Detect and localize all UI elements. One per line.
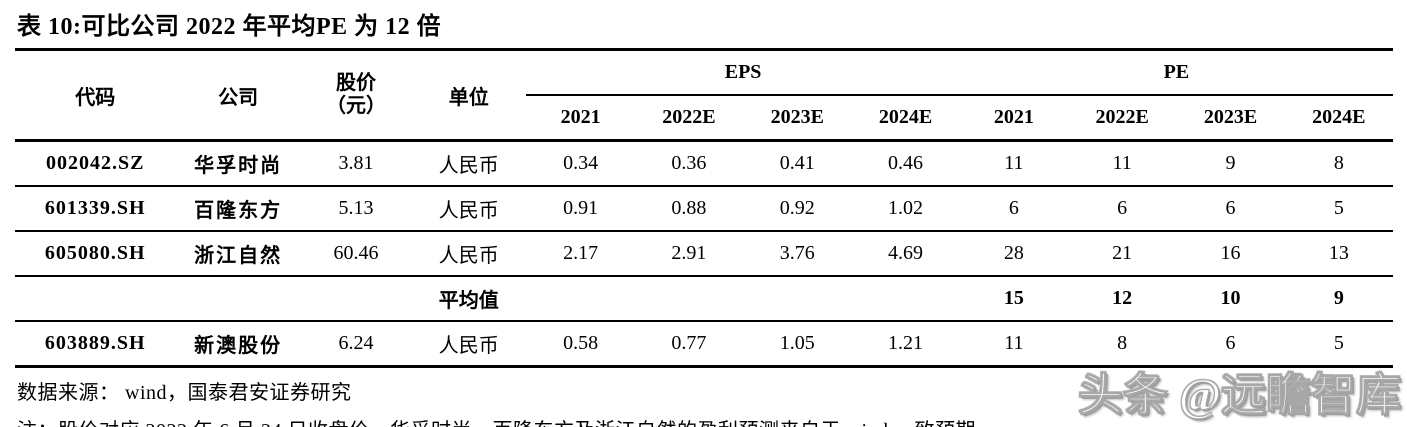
pe-2024e: 8 (1284, 140, 1393, 187)
eps-2021: 0.91 (526, 186, 635, 232)
currency-unit: 人民币 (411, 321, 527, 368)
eps-2023e (743, 276, 852, 322)
header-group-row: 代码 公司 股价 （元） 单位 EPS PE (15, 51, 1393, 142)
pe-year-2022e: 2022E (1068, 95, 1177, 142)
eps-year-2022e: 2022E (634, 95, 744, 142)
eps-2022e: 0.36 (634, 140, 744, 187)
average-label: 平均值 (411, 276, 527, 322)
pe-2023e: 6 (1176, 186, 1285, 232)
company-name (175, 276, 301, 322)
pe-average-2024e: 9 (1284, 276, 1393, 322)
col-header-code: 代码 (15, 51, 176, 142)
pe-2021: 11 (959, 140, 1069, 187)
table-row: 601339.SH 百隆东方 5.13 人民币 0.91 0.88 0.92 1… (15, 186, 1393, 232)
currency-unit: 人民币 (411, 186, 527, 232)
col-header-unit: 单位 (411, 51, 527, 142)
pe-year-2021: 2021 (959, 95, 1069, 142)
pe-2024e: 13 (1284, 231, 1393, 277)
stock-code: 601339.SH (15, 186, 176, 232)
eps-year-2023e: 2023E (743, 95, 852, 142)
company-name: 华孚时尚 (175, 140, 301, 187)
stock-price (300, 276, 412, 322)
pe-2021: 11 (959, 321, 1069, 368)
eps-2023e: 0.41 (743, 140, 852, 187)
stock-code: 605080.SH (15, 231, 176, 277)
company-name: 百隆东方 (175, 186, 301, 232)
currency-unit: 人民币 (411, 140, 527, 187)
stock-price: 60.46 (300, 231, 412, 277)
table-row: 605080.SH 浙江自然 60.46 人民币 2.17 2.91 3.76 … (15, 231, 1393, 277)
stock-price: 3.81 (300, 140, 412, 187)
watermark: 头条 @远瞻智库 (1077, 370, 1401, 421)
company-name: 浙江自然 (175, 231, 301, 277)
eps-2024e: 0.46 (851, 140, 960, 187)
pe-year-2023e: 2023E (1176, 95, 1285, 142)
eps-2023e: 0.92 (743, 186, 852, 232)
footnote: 注：股价对应 2022 年 6 月 24 日收盘价，华孚时尚、百隆东方及浙江自然… (17, 414, 1393, 427)
eps-2024e: 1.02 (851, 186, 960, 232)
pe-2022e: 8 (1068, 321, 1177, 368)
col-header-price: 股价 （元） (300, 51, 412, 142)
header-year-row: 2021 2022E 2023E 2024E 2021 2022E 2023E … (15, 95, 1393, 142)
eps-year-2021: 2021 (526, 95, 635, 142)
pe-2022e: 21 (1068, 231, 1177, 277)
eps-2023e: 1.05 (743, 321, 852, 368)
eps-2022e: 2.91 (634, 231, 744, 277)
pe-average-2021: 15 (959, 276, 1069, 322)
pe-2023e: 6 (1176, 321, 1285, 368)
eps-2021: 0.58 (526, 321, 635, 368)
price-label-line2: （元） (325, 95, 386, 117)
pe-year-2024e: 2024E (1284, 95, 1393, 142)
pe-2023e: 16 (1176, 231, 1285, 277)
eps-2024e: 4.69 (851, 231, 960, 277)
eps-2021: 0.34 (526, 140, 635, 187)
eps-year-2024e: 2024E (851, 95, 960, 142)
eps-2022e (634, 276, 744, 322)
table-title: 表 10:可比公司 2022 年平均PE 为 12 倍 (15, 4, 1393, 51)
eps-2024e: 1.21 (851, 321, 960, 368)
stock-price: 6.24 (300, 321, 412, 368)
pe-2022e: 6 (1068, 186, 1177, 232)
comparable-companies-table: 代码 公司 股价 （元） 单位 EPS PE 2021 2022E 2023E … (15, 51, 1393, 368)
pe-2023e: 9 (1176, 140, 1285, 187)
col-header-company: 公司 (175, 51, 301, 142)
table-header: 代码 公司 股价 （元） 单位 EPS PE 2021 2022E 2023E … (15, 51, 1393, 142)
average-row: 平均值 15 12 10 9 (15, 276, 1393, 322)
table-row: 603889.SH 新澳股份 6.24 人民币 0.58 0.77 1.05 1… (15, 321, 1393, 368)
pe-2021: 28 (959, 231, 1069, 277)
stock-code (15, 276, 176, 322)
currency-unit: 人民币 (411, 231, 527, 277)
pe-2022e: 11 (1068, 140, 1177, 187)
group-header-eps: EPS (526, 51, 960, 96)
pe-2024e: 5 (1284, 321, 1393, 368)
pe-average-2023e: 10 (1176, 276, 1285, 322)
eps-2021 (526, 276, 635, 322)
stock-code: 603889.SH (15, 321, 176, 368)
eps-2021: 2.17 (526, 231, 635, 277)
eps-2023e: 3.76 (743, 231, 852, 277)
pe-average-2022e: 12 (1068, 276, 1177, 322)
report-table-page: 表 10:可比公司 2022 年平均PE 为 12 倍 代码 公司 股价 （元）… (15, 0, 1393, 427)
stock-code: 002042.SZ (15, 140, 176, 187)
price-label-line1: 股价 (335, 72, 376, 94)
pe-2021: 6 (959, 186, 1069, 232)
company-name: 新澳股份 (175, 321, 301, 368)
eps-2022e: 0.77 (634, 321, 744, 368)
data-source-note: 数据来源： wind，国泰君安证券研究 (17, 382, 352, 404)
pe-2024e: 5 (1284, 186, 1393, 232)
eps-2022e: 0.88 (634, 186, 744, 232)
table-row: 002042.SZ 华孚时尚 3.81 人民币 0.34 0.36 0.41 0… (15, 140, 1393, 187)
group-header-pe: PE (959, 51, 1393, 96)
stock-price: 5.13 (300, 186, 412, 232)
eps-2024e (851, 276, 960, 322)
